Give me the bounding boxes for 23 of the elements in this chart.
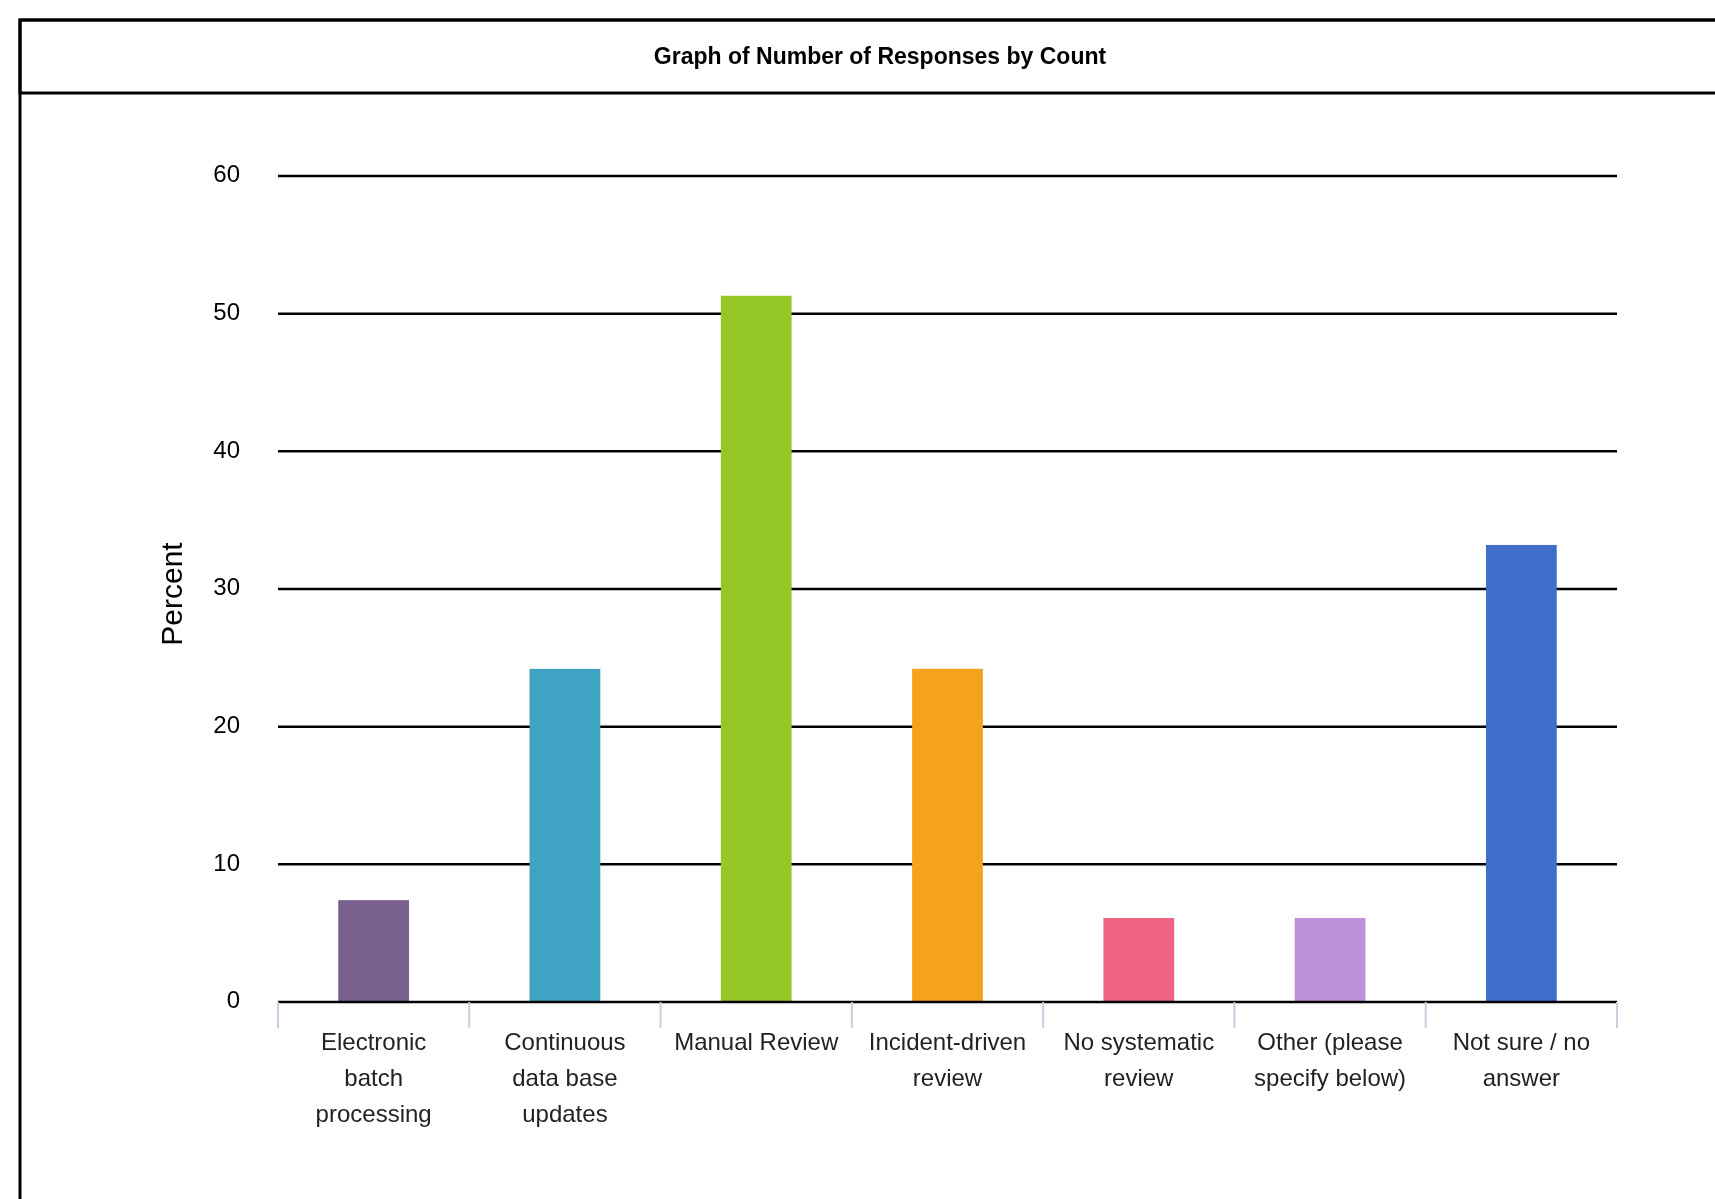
x-tick-label: Incident-driven review xyxy=(868,1028,1027,1091)
x-tick-label: Continuous data base updates xyxy=(504,1028,626,1127)
y-tick-label: 0 xyxy=(226,986,240,1014)
bar xyxy=(1103,918,1175,1002)
bar xyxy=(912,668,983,1002)
y-tick-label: 60 xyxy=(213,160,240,188)
y-tick-label: 50 xyxy=(213,298,240,326)
bar xyxy=(338,900,410,1002)
y-tick-label: 10 xyxy=(213,848,240,876)
x-tick-label: Electronic batch processing xyxy=(315,1028,432,1127)
x-tick-label: Other (please specify below) xyxy=(1254,1028,1407,1091)
x-tick-label: Not sure / no answer xyxy=(1452,1028,1591,1091)
bar xyxy=(1485,544,1557,1002)
y-tick-label: 20 xyxy=(213,711,240,739)
bar xyxy=(529,668,601,1002)
x-tick-label: No systematic review xyxy=(1063,1028,1215,1091)
y-tick-label: 30 xyxy=(213,573,240,601)
x-tick-label: Manual Review xyxy=(674,1028,839,1055)
y-tick-label: 40 xyxy=(213,435,240,463)
bar xyxy=(1294,918,1366,1002)
bar xyxy=(720,295,792,1002)
y-axis-title: Percent xyxy=(155,541,188,646)
chart-title: Graph of Number of Responses by Count xyxy=(653,43,1107,70)
